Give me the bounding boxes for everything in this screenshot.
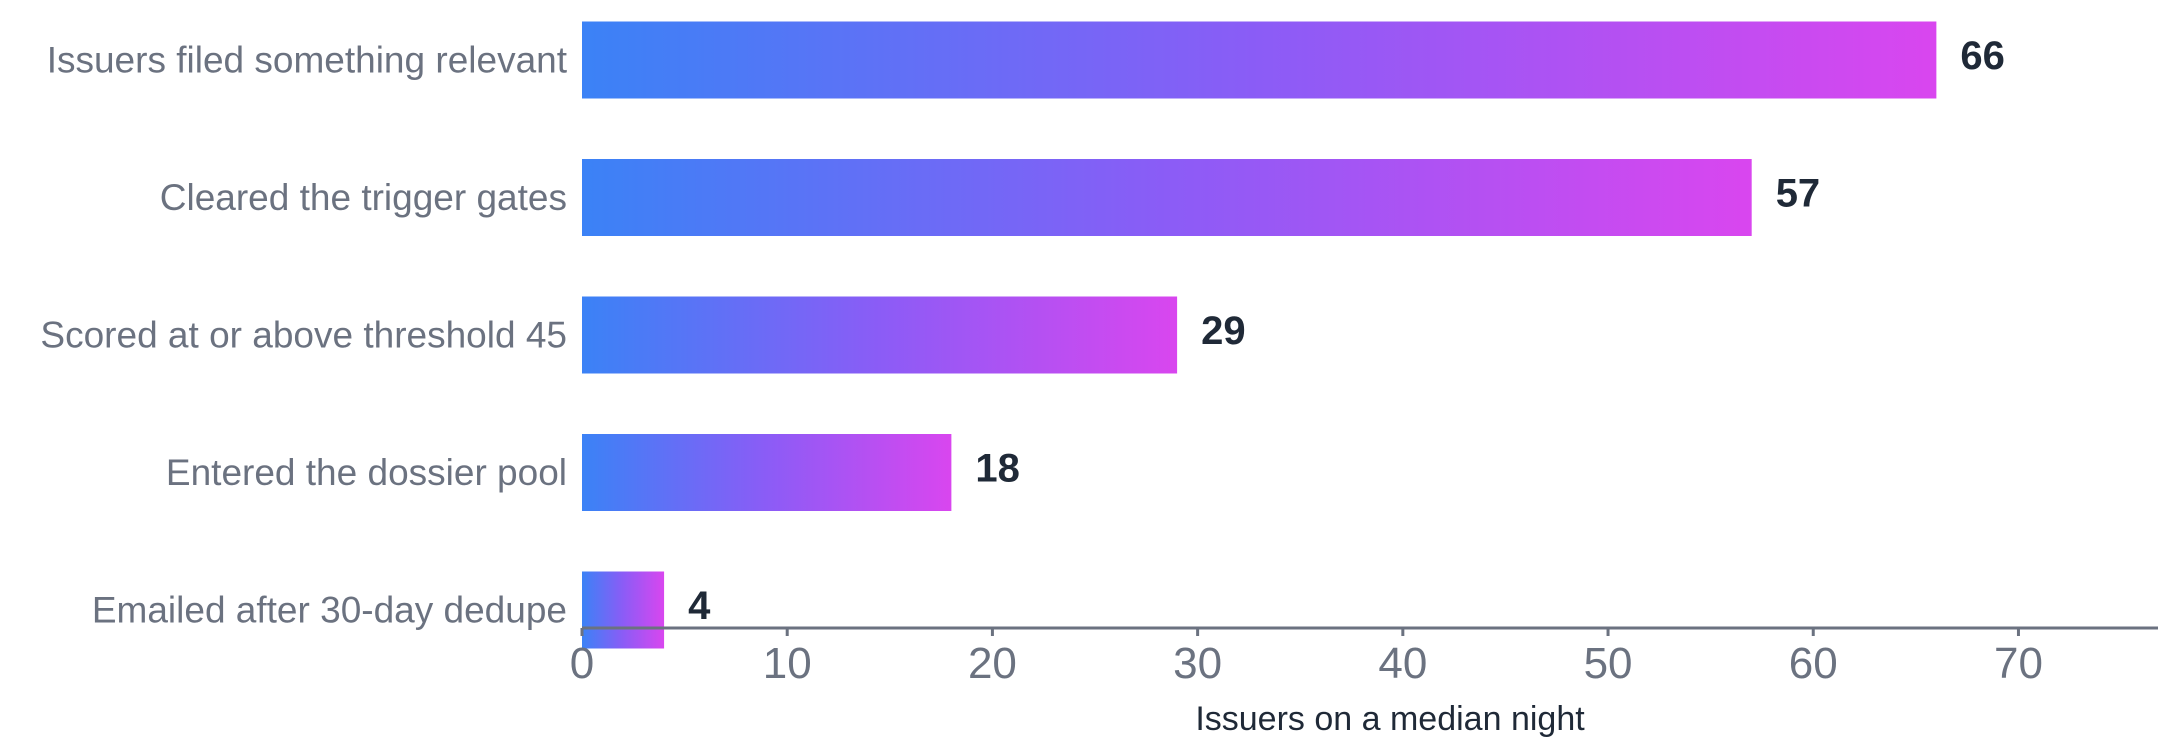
x-tick-label-4: 40 (1378, 639, 1427, 688)
bar-0 (582, 21, 1937, 99)
value-label-1: 57 (1776, 172, 1821, 216)
x-tick-label-3: 30 (1173, 639, 1222, 688)
x-axis-title: Issuers on a median night (1195, 700, 1585, 738)
x-tick-label-2: 20 (968, 639, 1017, 688)
bar-1 (582, 159, 1752, 236)
bar-4 (582, 571, 665, 649)
category-label-3: Entered the dossier pool (166, 452, 567, 493)
x-axis-ticks: 0 10 20 30 40 50 60 70 (570, 628, 2043, 688)
value-label-3: 18 (975, 447, 1020, 491)
bar-3 (582, 434, 952, 511)
bar-2 (582, 296, 1178, 374)
value-label-0: 66 (1960, 34, 2005, 78)
x-tick-label-1: 10 (763, 639, 812, 688)
category-label-4: Emailed after 30-day dedupe (92, 590, 567, 631)
x-tick-label-5: 50 (1584, 639, 1633, 688)
category-labels: Issuers filed something relevant Cleared … (40, 40, 567, 631)
x-tick-label-7: 70 (1994, 639, 2043, 688)
category-label-0: Issuers filed something relevant (47, 40, 568, 81)
category-label-2: Scored at or above threshold 45 (40, 315, 567, 356)
x-tick-label-0: 0 (570, 639, 594, 688)
bars-layer (582, 21, 1937, 649)
x-tick-label-6: 60 (1789, 639, 1838, 688)
value-label-4: 4 (688, 584, 711, 628)
value-label-2: 29 (1201, 309, 1246, 353)
category-label-1: Cleared the trigger gates (160, 177, 567, 218)
value-labels: 66 57 29 18 4 (688, 34, 2005, 628)
